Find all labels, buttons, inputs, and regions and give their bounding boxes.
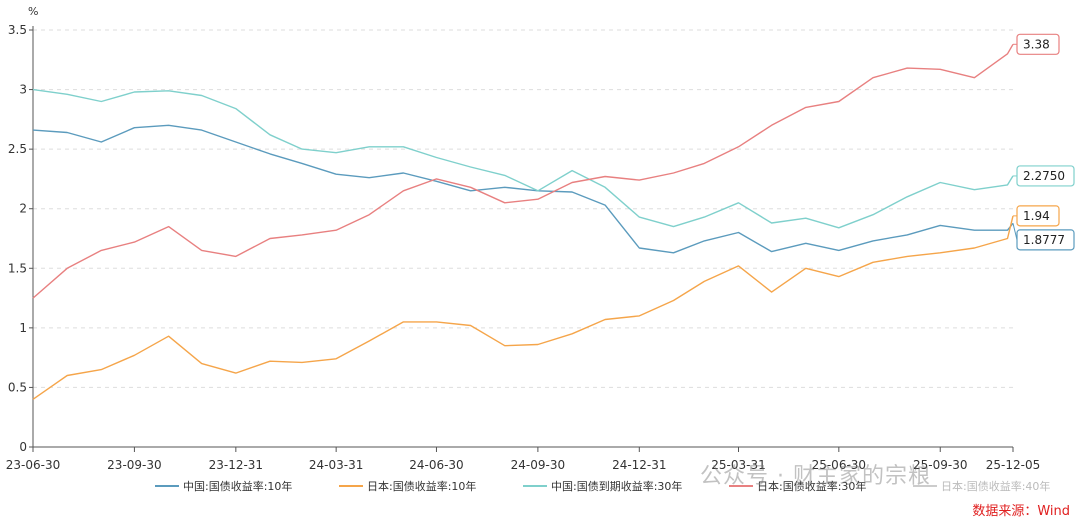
x-axis: 23-06-30 23-09-30 23-12-31 24-03-31 24-06-30… xyxy=(6,446,1040,472)
legend-label: 中国:国债收益率:10年 xyxy=(183,479,292,493)
series-line-3 xyxy=(32,43,1014,299)
y-tick-label: 0 xyxy=(19,440,27,454)
x-tick-label: 25-06-30 xyxy=(812,458,866,472)
end-label-box xyxy=(1016,205,1060,227)
end-label-value: 2.2750 xyxy=(1023,169,1065,183)
y-tick-label: 3.5 xyxy=(8,23,27,37)
grid-lines xyxy=(33,29,1013,388)
y-tick-label: 0.5 xyxy=(8,380,27,394)
source-text: 数据来源：Wind xyxy=(972,504,1070,519)
x-tick-label: 25-03-31 xyxy=(711,458,765,472)
legend-label: 中国:国债到期收益率:30年 xyxy=(551,479,682,493)
end-label-value: 3.38 xyxy=(1023,37,1050,51)
legend-label: 日本:国债收益率:30年 xyxy=(757,479,866,493)
end-labels: 3.38 2.2750 1.94 1.8777 xyxy=(1012,33,1075,251)
end-label-box xyxy=(1016,165,1075,187)
x-tick-label: 23-09-30 xyxy=(107,458,161,472)
y-tick-label: 1 xyxy=(19,321,27,335)
end-label-connector xyxy=(1012,223,1018,240)
x-tick-label: 24-03-31 xyxy=(309,458,363,472)
x-tick-label: 24-12-31 xyxy=(612,458,666,472)
x-tick-label: 23-06-30 xyxy=(6,458,60,472)
y-tick-label: 2 xyxy=(19,202,27,216)
y-axis: 0 0.5 1 1.5 2 2.5 3 3.5 xyxy=(8,23,34,454)
y-tick-label: 3 xyxy=(19,83,27,97)
end-label-box xyxy=(1016,33,1060,55)
end-label-value: 1.94 xyxy=(1023,209,1050,223)
y-tick-label: 2.5 xyxy=(8,142,27,156)
y-tick-label: 1.5 xyxy=(8,261,27,275)
x-tick-label: 24-06-30 xyxy=(409,458,463,472)
series-line-2 xyxy=(32,88,1014,229)
legend: 中国:国债收益率:10年 日本:国债收益率:10年 中国:国债到期收益率:30年 日本… xyxy=(155,479,1050,493)
end-label-value: 1.8777 xyxy=(1023,233,1065,247)
series-line-1 xyxy=(32,215,1014,400)
y-unit-label: % xyxy=(28,5,38,18)
series-lines xyxy=(32,43,1014,400)
series-line-0 xyxy=(32,124,1014,254)
x-tick-label: 25-12-05 xyxy=(986,458,1040,472)
legend-label: 日本:国债收益率:40年 xyxy=(941,479,1050,493)
watermark-text: 公众号 · 财主家的宗粮 xyxy=(700,464,931,489)
x-tick-label: 25-09-30 xyxy=(913,458,967,472)
x-tick-label: 24-09-30 xyxy=(511,458,565,472)
end-label-box xyxy=(1016,229,1075,251)
legend-label: 日本:国债收益率:10年 xyxy=(367,479,476,493)
x-tick-label: 23-12-31 xyxy=(209,458,263,472)
